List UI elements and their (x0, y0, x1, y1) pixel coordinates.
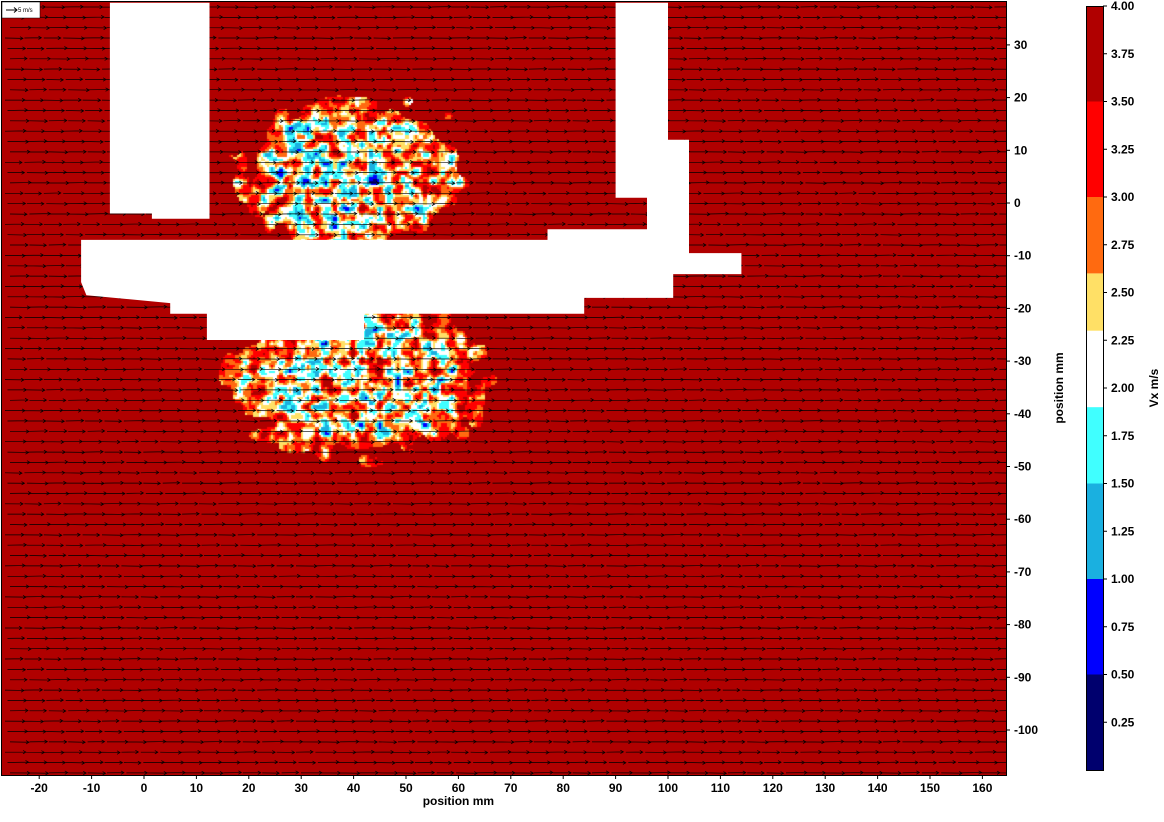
left-vertical-strut (109, 2, 210, 219)
x-tick-label: -20 (31, 781, 49, 795)
y-axis: 30 20 10 0 -10 -20 -30 -40 -50 -60 -70 -80 -90 -100 (1006, 38, 1038, 737)
colorbar-tick-label: 2.25 (1111, 333, 1135, 347)
x-tick-label: 130 (815, 781, 835, 795)
colorbar-band (1086, 330, 1103, 408)
right-vertical-strut (615, 2, 689, 256)
colorbar-tick-label: 3.50 (1111, 95, 1135, 109)
x-tick-label: 0 (141, 781, 148, 795)
colorbar-band (1086, 674, 1103, 770)
colorbar-tick-label: 0.75 (1111, 620, 1135, 634)
colorbar-tick-label: 3.00 (1111, 190, 1135, 204)
x-tick-label: 150 (920, 781, 940, 795)
plot-frame (1, 1, 1007, 776)
colorbar-tick-label: 0.25 (1111, 715, 1135, 729)
y-axis-title: position mm (1052, 352, 1066, 423)
y-tick-label: -30 (1014, 354, 1032, 368)
colorbar-tick-label: 1.75 (1111, 429, 1135, 443)
y-tick-label: 10 (1014, 143, 1028, 157)
x-tick-label: -10 (83, 781, 101, 795)
colorbar-band (1086, 407, 1103, 484)
colorbar-band (1086, 273, 1103, 331)
x-tick-label: 30 (295, 781, 309, 795)
colorbar-tick-label: 2.00 (1111, 381, 1135, 395)
colorbar-tick-label: 4.00 (1111, 0, 1135, 13)
x-tick-label: 80 (557, 781, 571, 795)
colorbar-band (1086, 6, 1103, 102)
scale-legend-box (1, 1, 41, 19)
x-tick-label: 60 (452, 781, 466, 795)
colorbar-tick-label: 1.25 (1111, 524, 1135, 538)
x-tick-label: 90 (609, 781, 623, 795)
y-tick-label: -60 (1014, 512, 1032, 526)
colorbar-tick-label: 1.50 (1111, 477, 1135, 491)
y-tick-label: -20 (1014, 301, 1032, 315)
x-tick-label: 110 (711, 781, 731, 795)
horizontal-plate (81, 229, 742, 340)
colorbar: 4.00 3.75 3.50 3.25 3.00 2.75 2.50 2.25 2.00 1.75… (1086, 0, 1135, 771)
colorbar-tick-label: 3.75 (1111, 47, 1135, 61)
x-tick-label: 20 (242, 781, 256, 795)
colorbar-band (1086, 197, 1103, 274)
colorbar-tick-label: 2.50 (1111, 286, 1135, 300)
x-tick-label: 160 (972, 781, 992, 795)
y-tick-label: 20 (1014, 91, 1028, 105)
y-tick-label: 30 (1014, 38, 1028, 52)
colorbar-band (1086, 579, 1103, 675)
x-axis-title: position mm (423, 794, 494, 808)
y-tick-label: -50 (1014, 460, 1032, 474)
scale-legend: 5 m/s (1, 1, 41, 19)
colorbar-tick-label: 1.00 (1111, 572, 1135, 586)
x-tick-label: 50 (399, 781, 413, 795)
x-tick-label: 10 (190, 781, 204, 795)
y-tick-label: -70 (1014, 565, 1032, 579)
colorbar-band (1086, 483, 1103, 579)
colorbar-band (1086, 101, 1103, 197)
x-tick-label: 100 (658, 781, 678, 795)
x-tick-label: 140 (868, 781, 888, 795)
scale-arrow-head (13, 7, 18, 13)
x-axis: -20 -10 0 10 20 30 40 50 60 70 80 90 100 110 120 130 140… (31, 775, 993, 795)
scale-legend-label: 5 m/s (18, 8, 33, 14)
colorbar-tick-label: 0.50 (1111, 668, 1135, 682)
y-tick-label: -80 (1014, 618, 1032, 632)
y-tick-label: -100 (1014, 723, 1038, 737)
y-tick-label: -90 (1014, 670, 1032, 684)
x-tick-label: 40 (347, 781, 361, 795)
colorbar-tick-label: 3.25 (1111, 142, 1135, 156)
y-tick-label: -40 (1014, 407, 1032, 421)
x-tick-label: 120 (763, 781, 783, 795)
y-tick-label: 0 (1014, 196, 1021, 210)
colorbar-tick-label: 2.75 (1111, 238, 1135, 252)
y-tick-label: -10 (1014, 249, 1032, 263)
colorbar-title: Vx m/s (1147, 368, 1161, 407)
masked-geometry (81, 2, 742, 340)
x-tick-label: 70 (504, 781, 518, 795)
